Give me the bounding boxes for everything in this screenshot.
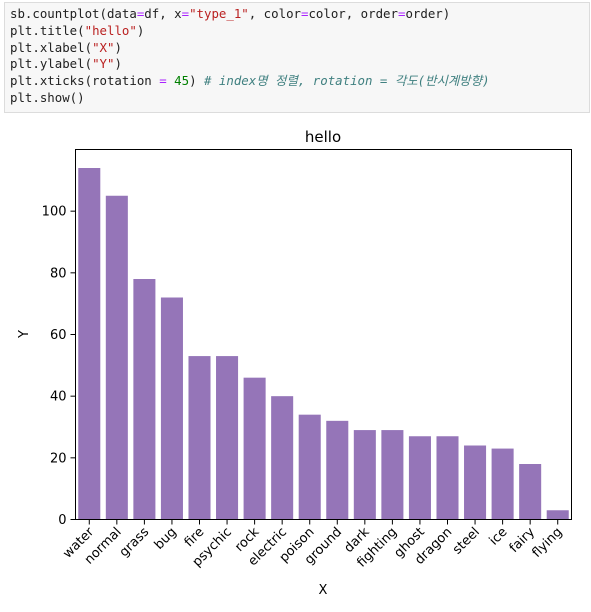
code-token: 45: [174, 73, 190, 89]
bar-fairy: [519, 464, 542, 520]
code-token: plt.xlabel(: [10, 39, 93, 55]
code-token: order): [405, 6, 451, 21]
code-token: "type_1": [189, 6, 249, 21]
bar-ice: [491, 448, 514, 520]
bar-poison: [298, 414, 321, 520]
bar-ghost: [408, 436, 431, 520]
plot-frame: [75, 149, 572, 520]
code-token: ): [114, 39, 122, 55]
x-tick-label-bug: bug: [152, 525, 180, 553]
code-line: plt.ylabel("Y"): [10, 56, 589, 73]
code-token: plt.ylabel(: [10, 56, 93, 72]
y-axis: 0 20 40 60 80 100: [42, 205, 76, 528]
bar-electric: [271, 396, 294, 520]
code-line: sb.countplot(data=df, x="type_1", color=…: [10, 6, 589, 23]
code-line: plt.xticks(rotation = 45) # index명 정렬, r…: [10, 73, 589, 90]
code-line: plt.title("hello"): [10, 23, 589, 40]
x-tick-label-grass: grass: [117, 525, 153, 561]
code-token: color, order: [308, 6, 398, 21]
bar-psychic: [216, 356, 239, 520]
bar-bug: [160, 297, 183, 520]
code-token: "Y": [92, 56, 115, 72]
code-cell[interactable]: sb.countplot(data=df, x="type_1", color=…: [4, 2, 590, 113]
code-token: =: [136, 6, 145, 21]
y-tick-label: 20: [50, 451, 67, 466]
bar-fighting: [381, 430, 404, 520]
code-line: plt.show(): [10, 90, 589, 107]
bar-flying: [546, 510, 569, 520]
code-token: ): [114, 56, 122, 72]
bar-normal: [105, 195, 128, 520]
code-token: plt.title(: [10, 22, 85, 38]
code-token: "X": [92, 39, 115, 55]
bars-group: [78, 168, 569, 520]
y-tick-label: 40: [50, 390, 67, 405]
y-tick-label: 100: [42, 205, 67, 220]
chart-title: hello: [305, 128, 341, 146]
chart-figure: hello 0 20 40 60 80 100 water normal grass bug fi…: [0, 118, 591, 608]
code-token: "hello": [84, 22, 137, 38]
bar-dark: [353, 430, 376, 520]
code-token: df, x: [144, 6, 182, 21]
bar-grass: [133, 279, 156, 520]
bar-dragon: [436, 436, 459, 520]
bar-water: [78, 168, 101, 520]
bar-rock: [243, 377, 266, 520]
bar-steel: [464, 445, 487, 520]
x-axis-label: X: [319, 583, 328, 598]
code-token: =: [300, 6, 309, 21]
bar-fire: [188, 356, 211, 520]
code-token: ): [136, 22, 145, 38]
y-tick-label: 60: [50, 328, 67, 343]
y-tick-label: 0: [58, 513, 66, 528]
code-token: =: [181, 6, 190, 21]
code-line: plt.xlabel("X"): [10, 40, 589, 57]
y-axis-label: Y: [17, 330, 32, 339]
x-tick-label-flying: flying: [529, 525, 565, 561]
code-token: ): [189, 73, 204, 89]
code-token: =: [159, 73, 167, 89]
x-tick-label-steel: steel: [450, 525, 483, 558]
code-token: # index명 정렬, rotation = 각도(반시계방향): [203, 73, 490, 89]
code-token: , color: [248, 6, 301, 21]
y-tick-label: 80: [50, 266, 67, 281]
bar-ground: [326, 420, 349, 520]
code-token: plt.show(): [10, 89, 85, 105]
code-token: sb.countplot(data: [10, 6, 137, 21]
code-token: plt.xticks(rotation: [10, 73, 160, 89]
code-token: =: [397, 6, 406, 21]
